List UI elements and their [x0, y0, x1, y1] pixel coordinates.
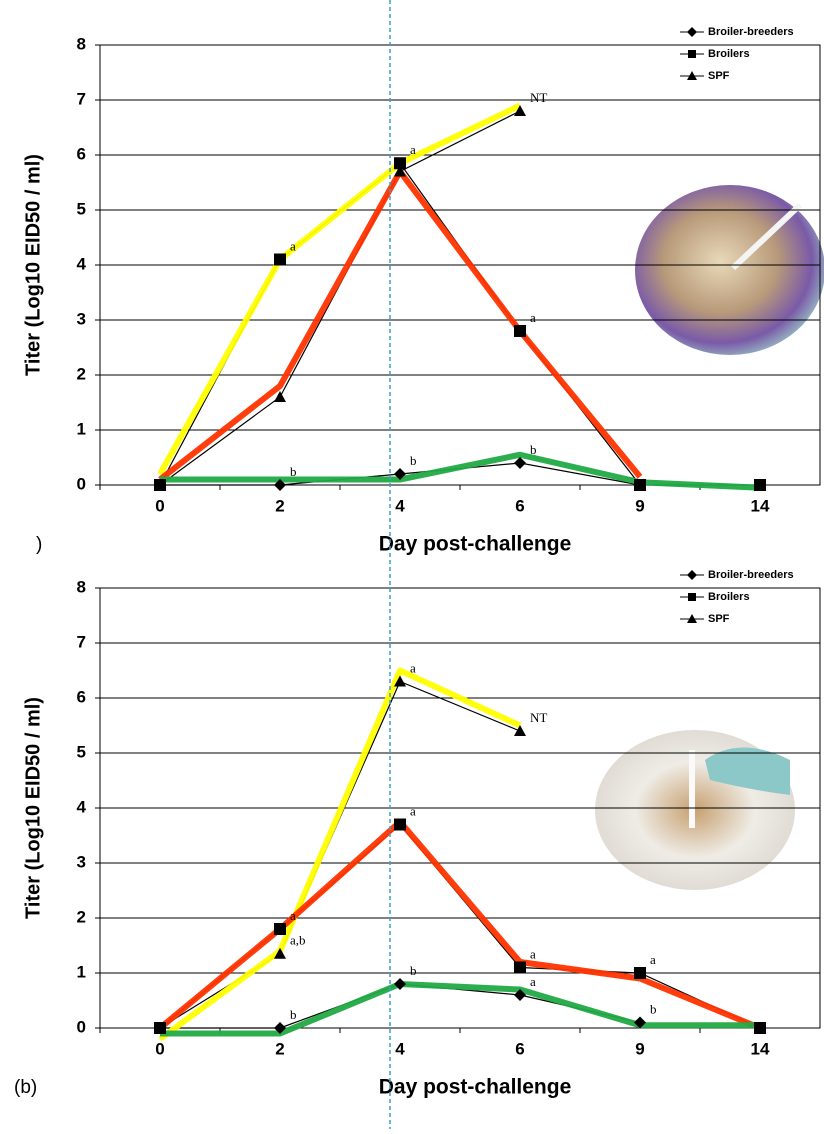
legend-label: Broilers [708, 48, 750, 60]
data-label: a [290, 238, 296, 253]
y-tick-label: 8 [77, 577, 86, 596]
x-tick-label: 4 [395, 1039, 405, 1058]
y-tick-label: 6 [77, 144, 86, 163]
legend-label: SPF [708, 613, 730, 625]
x-tick-label: 6 [515, 496, 524, 515]
x-tick-label: 0 [155, 496, 164, 515]
data-label: a [290, 908, 296, 923]
legend-label: SPF [708, 70, 730, 82]
legend-label: Broiler-breeders [708, 569, 794, 581]
y-tick-label: 0 [77, 474, 86, 493]
legend-label: Broiler-breeders [708, 26, 794, 38]
series-line [160, 682, 520, 1029]
data-label: a [530, 946, 536, 961]
y-tick-label: 1 [77, 962, 86, 981]
x-tick-label: 2 [275, 1039, 284, 1058]
page: {"chart_data": [ {"type": "line", "panel… [0, 0, 824, 1129]
panel-label: ) [36, 534, 42, 555]
marker [634, 967, 646, 979]
chart: 0123456780246914Day post-challengeTiter … [0, 0, 824, 1129]
x-tick-label: 14 [751, 496, 770, 515]
y-tick-label: 7 [77, 89, 86, 108]
highlight-line [160, 455, 760, 488]
x-tick-label: 4 [395, 496, 405, 515]
y-tick-label: 2 [77, 364, 86, 383]
marker [754, 1022, 766, 1034]
highlight-line [160, 106, 520, 475]
x-axis-label: Day post-challenge [379, 533, 572, 556]
x-tick-label: 9 [635, 496, 644, 515]
x-tick-label: 14 [751, 1039, 770, 1058]
y-tick-label: 2 [77, 907, 86, 926]
y-tick-label: 4 [77, 254, 87, 273]
marker [394, 819, 406, 831]
data-label: NT [530, 710, 547, 725]
data-label: NT [530, 90, 547, 105]
x-tick-label: 2 [275, 496, 284, 515]
panel-label: (b) [14, 1077, 37, 1098]
data-label: a [410, 660, 416, 675]
y-tick-label: 6 [77, 687, 86, 706]
legend-marker [688, 593, 696, 601]
data-label: b [530, 442, 537, 457]
legend-marker [688, 50, 696, 58]
marker [274, 254, 286, 266]
series-line [160, 111, 520, 485]
data-label: b [650, 1001, 657, 1016]
y-tick-label: 4 [77, 797, 87, 816]
y-tick-label: 0 [77, 1017, 86, 1036]
data-label: b [410, 963, 417, 978]
y-tick-label: 1 [77, 419, 86, 438]
marker [634, 479, 646, 491]
y-tick-label: 7 [77, 632, 86, 651]
marker [514, 962, 526, 974]
x-tick-label: 6 [515, 1039, 524, 1058]
highlight-line [160, 172, 640, 480]
data-label: b [290, 1007, 297, 1022]
marker [514, 325, 526, 337]
x-axis-label: Day post-challenge [379, 1076, 572, 1099]
marker [274, 923, 286, 935]
data-label: a,b [290, 933, 306, 948]
y-tick-label: 5 [77, 199, 86, 218]
y-tick-label: 8 [77, 34, 86, 53]
data-label: a [410, 803, 416, 818]
data-label: a [530, 310, 536, 325]
data-label: a [530, 974, 536, 989]
data-label: b [290, 464, 297, 479]
y-tick-label: 3 [77, 309, 86, 328]
data-label: a [410, 142, 416, 157]
y-axis-label: Titer (Log10 EID50 / ml) [22, 697, 44, 919]
y-tick-label: 5 [77, 742, 86, 761]
marker [514, 457, 526, 469]
data-label: a [650, 952, 656, 967]
legend-label: Broilers [708, 591, 750, 603]
y-axis-label: Titer (Log10 EID50 / ml) [22, 154, 44, 376]
x-tick-label: 0 [155, 1039, 164, 1058]
legend-marker [687, 27, 697, 37]
x-tick-label: 9 [635, 1039, 644, 1058]
data-label: b [410, 453, 417, 468]
y-tick-label: 3 [77, 852, 86, 871]
legend-marker [687, 570, 697, 580]
marker [754, 479, 766, 491]
